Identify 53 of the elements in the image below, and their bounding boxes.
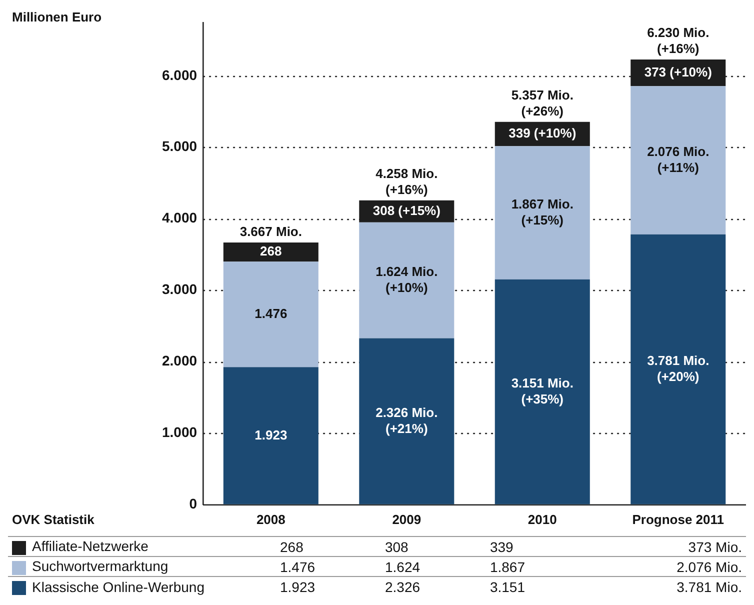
y-tick-label: 5.000 [162, 138, 198, 154]
y-tick-label: 0 [189, 495, 198, 512]
bar [223, 242, 318, 262]
x-tick-label: 2010 [528, 512, 557, 527]
data-label: 1.624 Mio. (+10%) [376, 264, 438, 295]
y-tick-label: 6.000 [162, 66, 198, 83]
x-tick-label: Prognose 2011 [632, 512, 724, 527]
total-label: 5.357 Mio. (+26%) [511, 87, 574, 118]
bar [630, 234, 726, 504]
total-label: 3.667 Mio. [240, 224, 302, 240]
bar [359, 338, 454, 504]
bar [359, 222, 454, 338]
text: 3.781 Mio. [676, 578, 743, 596]
data-label: 1.923 [254, 427, 288, 442]
data-label: 308 (+15%) [372, 202, 440, 218]
bar [223, 262, 318, 368]
bar [223, 367, 318, 504]
y-tick-label: 3.000 [162, 281, 198, 298]
text: 3.151 [488, 578, 526, 596]
bar [494, 146, 590, 280]
text: 2.326 [384, 578, 422, 596]
text: 1.867 [488, 558, 526, 576]
bar [630, 86, 726, 234]
legend-label: Affiliate-Netzwerke [32, 538, 148, 554]
total-label: 6.230 Mio. (+16%) [647, 25, 710, 56]
data-label: 339 (+10%) [508, 126, 576, 141]
text: 373 Mio. [687, 538, 743, 556]
x-tick-label: 2008 [256, 512, 286, 527]
x-tick-label: 2009 [392, 512, 422, 527]
data-label: 1.867 Mio. (+15%) [511, 196, 574, 228]
text: 2.076 Mio. [676, 558, 743, 576]
text: OVK Statistik [12, 512, 96, 527]
data-label: 373 (+10%) [644, 64, 712, 80]
text: 1.624 [384, 558, 422, 576]
total-label: 4.258 Mio. (+16%) [376, 166, 438, 197]
data-label: 1.476 [254, 306, 288, 321]
text: 1.923 [279, 578, 316, 596]
text: 268 [279, 538, 304, 556]
legend-label: Klassische Online-Werbung [32, 578, 204, 595]
y-axis-title: Millionen Euro [12, 10, 102, 25]
text: 308 [384, 538, 410, 556]
y-tick-label: 1.000 [162, 424, 198, 440]
legend-label: Suchwortvermarktung [32, 558, 168, 574]
bar [494, 279, 590, 504]
data-label: 2.076 Mio. (+11%) [647, 144, 710, 175]
data-label: 3.781 Mio. (+20%) [647, 352, 710, 384]
y-tick-label: 2.000 [162, 352, 198, 368]
data-label: 2.326 Mio. (+21%) [376, 404, 438, 436]
data-label: 268 [260, 244, 282, 259]
text: 1.476 [279, 558, 316, 576]
data-label: 3.151 Mio. (+35%) [511, 375, 574, 406]
text: 339 [488, 538, 514, 556]
y-tick-label: 4.000 [162, 210, 198, 226]
